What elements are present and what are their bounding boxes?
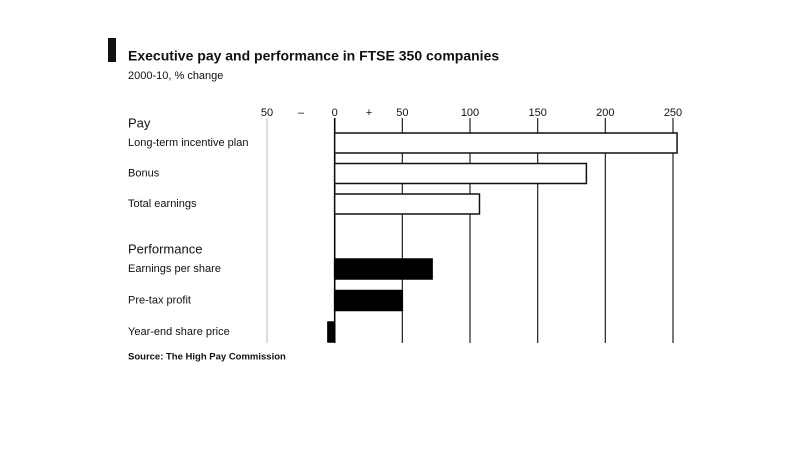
category-label: Long-term incentive plan	[128, 137, 248, 149]
bar	[333, 132, 678, 154]
chart-title: Executive pay and performance in FTSE 35…	[128, 48, 499, 64]
group-label: Performance	[128, 241, 202, 256]
bar	[327, 321, 336, 343]
bar	[333, 258, 433, 280]
category-label: Year-end share price	[128, 326, 230, 338]
x-tick-label: 150	[528, 107, 546, 119]
group-label: Pay	[128, 115, 151, 130]
x-tick-label: 50	[396, 107, 408, 119]
bar	[333, 289, 404, 312]
minus-sign: –	[298, 107, 305, 119]
title-marker	[108, 38, 116, 62]
category-label: Bonus	[128, 167, 160, 179]
x-tick-label: 0	[332, 107, 338, 119]
x-tick-label: 250	[664, 107, 682, 119]
chart-subtitle: 2000-10, % change	[128, 70, 223, 82]
x-tick-label: 200	[596, 107, 614, 119]
plus-sign: +	[366, 107, 372, 119]
category-label: Earnings per share	[128, 263, 221, 275]
bar	[333, 193, 481, 215]
bar	[333, 162, 588, 185]
category-label: Total earnings	[128, 198, 197, 210]
x-tick-label: 50	[261, 107, 273, 119]
source: Source: The High Pay Commission	[128, 352, 286, 363]
x-tick-label: 100	[461, 107, 479, 119]
category-label: Pre-tax profit	[128, 294, 191, 306]
